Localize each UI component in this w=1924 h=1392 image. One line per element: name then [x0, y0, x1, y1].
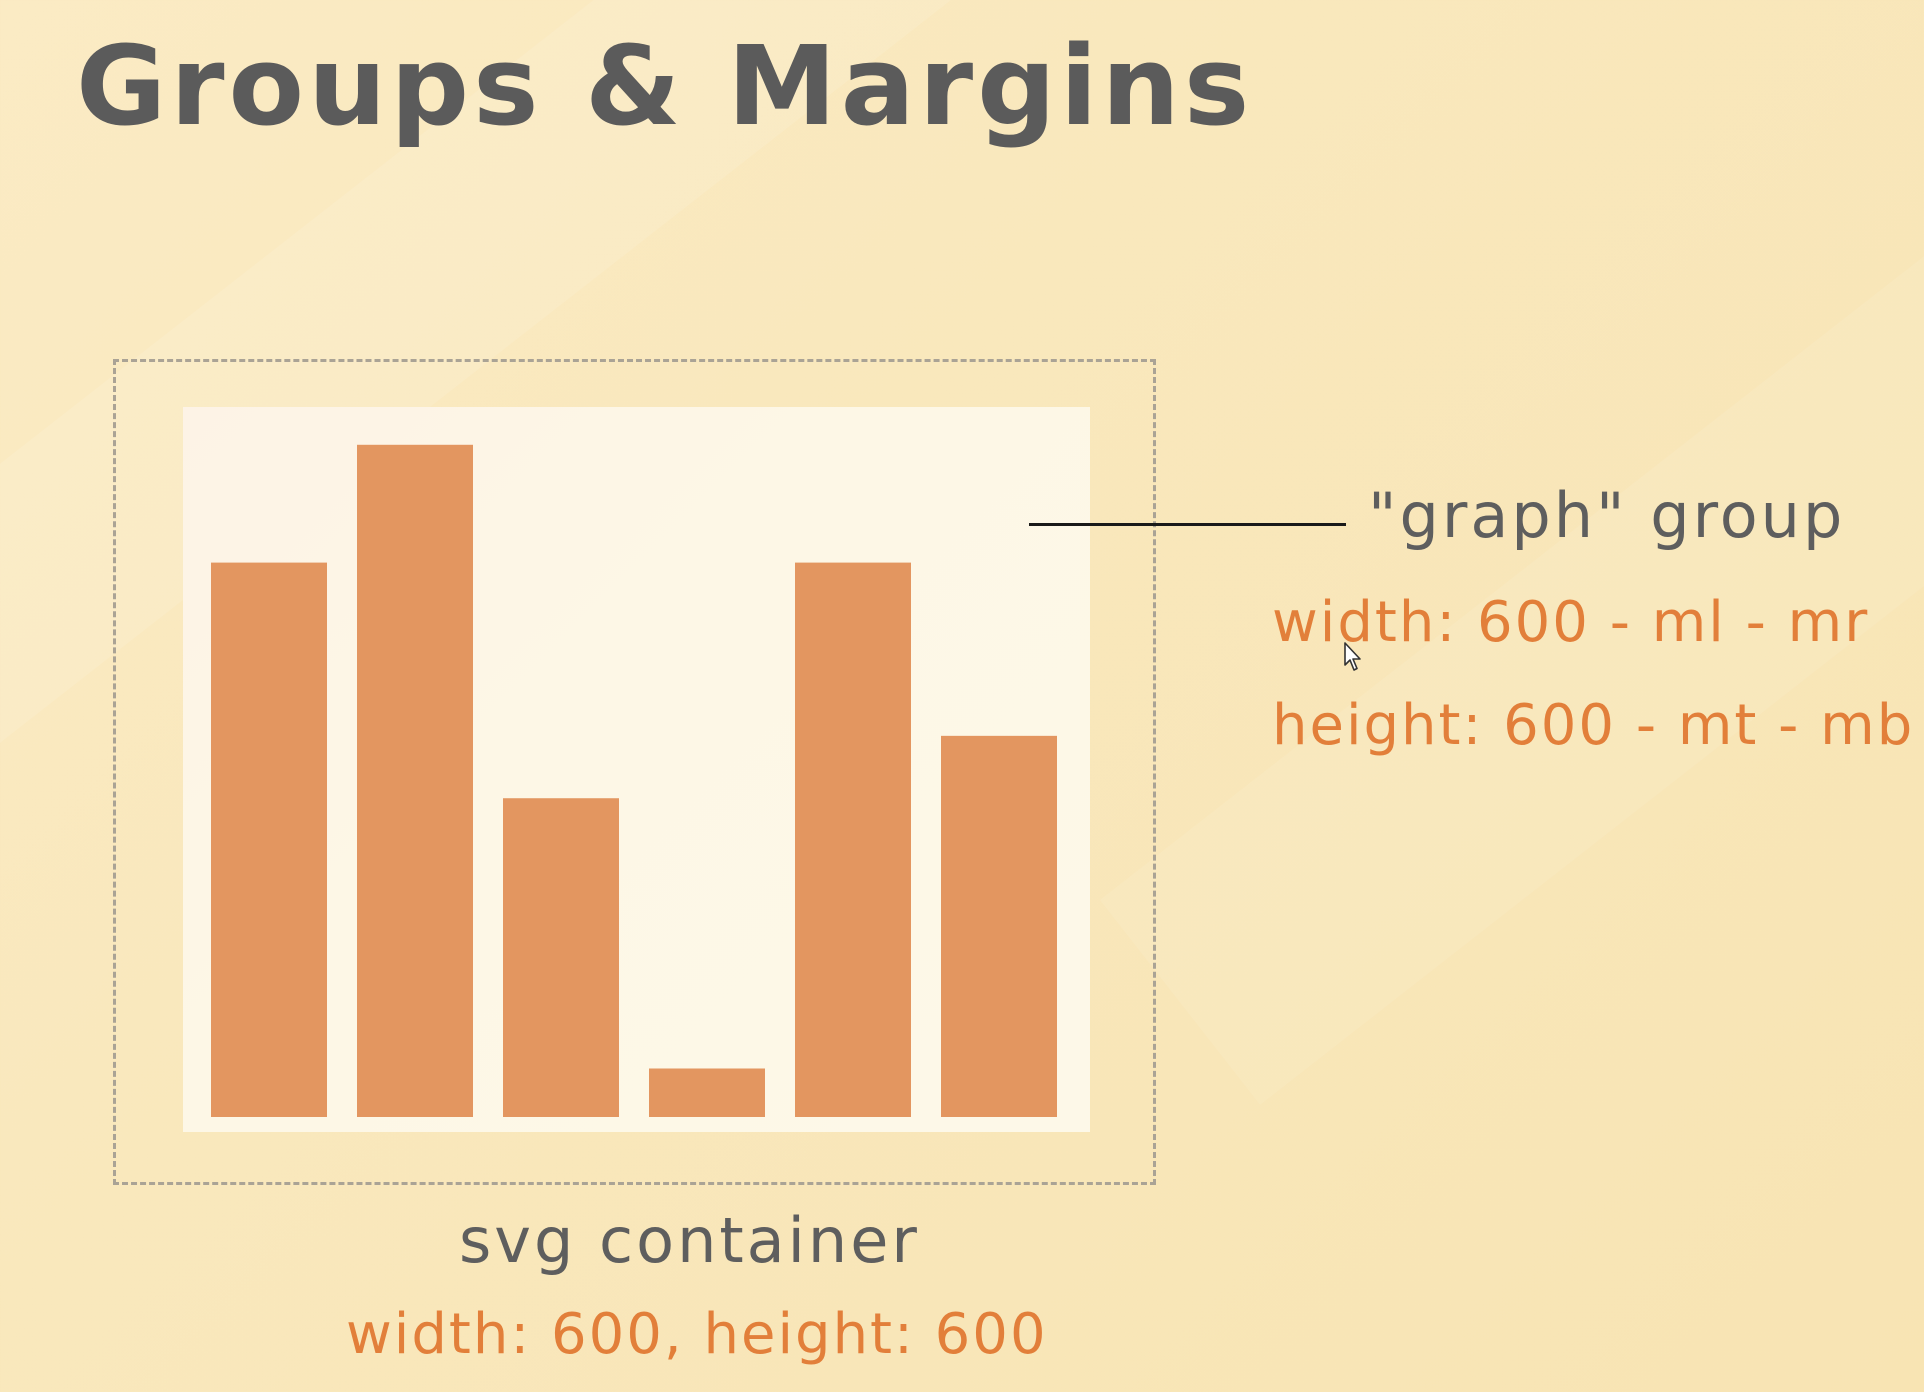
graph-group-width-formula: width: 600 - ml - mr	[1272, 590, 1870, 655]
bar-5	[795, 562, 911, 1117]
graph-group-height-formula: height: 600 - mt - mb	[1272, 693, 1915, 758]
bar-6	[941, 735, 1057, 1117]
bar-3	[503, 798, 619, 1117]
graph-group-area	[183, 407, 1090, 1132]
bar-1	[211, 562, 327, 1117]
svg-container-outline	[113, 359, 1156, 1185]
bar-chart	[211, 444, 1057, 1117]
svg-container-dimensions: width: 600, height: 600	[346, 1302, 1048, 1367]
bar-4	[649, 1068, 765, 1117]
mouse-cursor-icon	[1344, 642, 1361, 671]
slide-title: Groups & Margins	[76, 22, 1254, 150]
svg-container-label: svg container	[459, 1204, 920, 1277]
bar-2	[357, 444, 473, 1117]
graph-group-label: "graph" group	[1368, 479, 1846, 552]
graph-group-pointer-line	[1029, 523, 1346, 526]
